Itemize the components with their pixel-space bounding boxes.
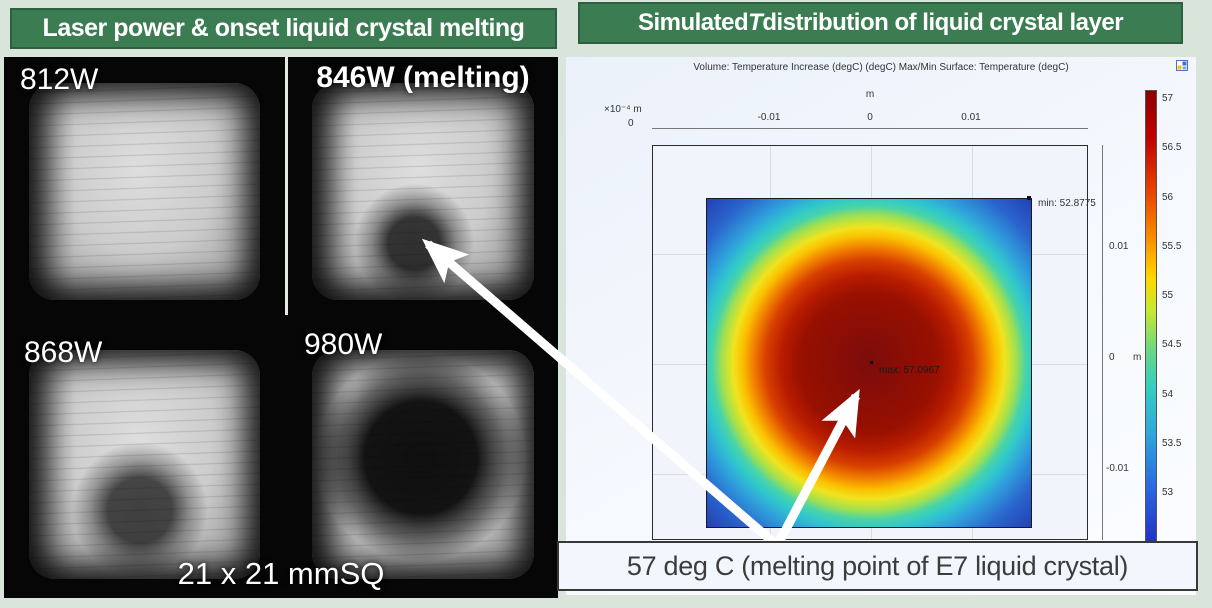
micrograph-868w: 868W — [4, 322, 285, 598]
max-annotation: max: 57.0967 — [879, 365, 940, 376]
plot-window-icon — [1176, 58, 1188, 76]
right-panel-title-emphasis: T — [748, 9, 763, 36]
y-tick-neg001: -0.01 — [1106, 463, 1129, 474]
right-panel-title: Simulated T distribution of liquid cryst… — [578, 2, 1183, 44]
x-tick-001: 0.01 — [961, 112, 981, 123]
x-tick-0: 0 — [867, 112, 873, 123]
y-axis-unit: m — [1133, 352, 1142, 363]
x-tick-neg001: -0.01 — [757, 112, 781, 123]
sample-image-868w — [29, 349, 260, 579]
left-panel-title-text: Laser power & onset liquid crystal melti… — [42, 14, 525, 42]
colorbar-tick: 54.5 — [1162, 339, 1182, 351]
x-axis-line — [652, 128, 1088, 129]
sample-image-980w — [312, 349, 534, 579]
colorbar-tick: 55 — [1162, 290, 1174, 301]
sample-image-846w — [312, 83, 534, 300]
simulation-panel: Volume: Temperature Increase (degC) (deg… — [566, 57, 1196, 595]
y-axis-line — [1102, 145, 1103, 540]
temperature-heatmap — [706, 198, 1032, 528]
label-846w: 846W (melting) — [316, 61, 530, 94]
right-panel-title-suffix: distribution of liquid crystal layer — [762, 9, 1124, 36]
colorbar — [1145, 90, 1157, 560]
label-980w: 980W — [304, 328, 383, 361]
label-812w: 812W — [20, 63, 99, 96]
min-marker — [1027, 196, 1031, 200]
y-tick-001: 0.01 — [1109, 241, 1129, 252]
micrograph-panel: 812W 846W (melting) 868W 980W 21 x 21 mm… — [4, 57, 558, 598]
axis-scale-zero: 0 — [628, 118, 634, 129]
colorbar-tick: 53 — [1162, 487, 1174, 498]
label-868w: 868W — [24, 336, 103, 369]
sample-image-812w — [29, 83, 260, 300]
melting-point-callout: 57 deg C (melting point of E7 liquid cry… — [557, 541, 1198, 591]
colorbar-tick: 53.5 — [1162, 437, 1182, 449]
scale-label: 21 x 21 mmSQ — [177, 556, 385, 591]
colorbar-tick: 56 — [1162, 191, 1174, 203]
min-annotation: min: 52.8775 — [1038, 198, 1096, 209]
max-marker — [870, 361, 873, 364]
plot-title: Volume: Temperature Increase (degC) (deg… — [693, 62, 1069, 73]
melting-point-callout-text: 57 deg C (melting point of E7 liquid cry… — [626, 550, 1129, 581]
colorbar-tick: 55.5 — [1162, 240, 1182, 252]
left-panel-title: Laser power & onset liquid crystal melti… — [10, 8, 557, 49]
micrograph-846w: 846W (melting) — [288, 57, 558, 318]
y-tick-0: 0 — [1109, 352, 1115, 363]
right-panel-title-prefix: Simulated — [637, 9, 749, 36]
x-axis-unit: m — [865, 89, 875, 100]
colorbar-tick: 57 — [1162, 93, 1174, 104]
colorbar-tick-labels: 57 56.5 56 55.5 55 54.5 54 53.5 53 — [1162, 93, 1181, 499]
image-divider — [285, 57, 288, 315]
axis-scale-note: ×10⁻⁴ m — [604, 104, 642, 115]
colorbar-tick: 54 — [1162, 388, 1174, 400]
micrograph-812w: 812W — [4, 57, 285, 318]
colorbar-tick: 56.5 — [1162, 142, 1182, 154]
